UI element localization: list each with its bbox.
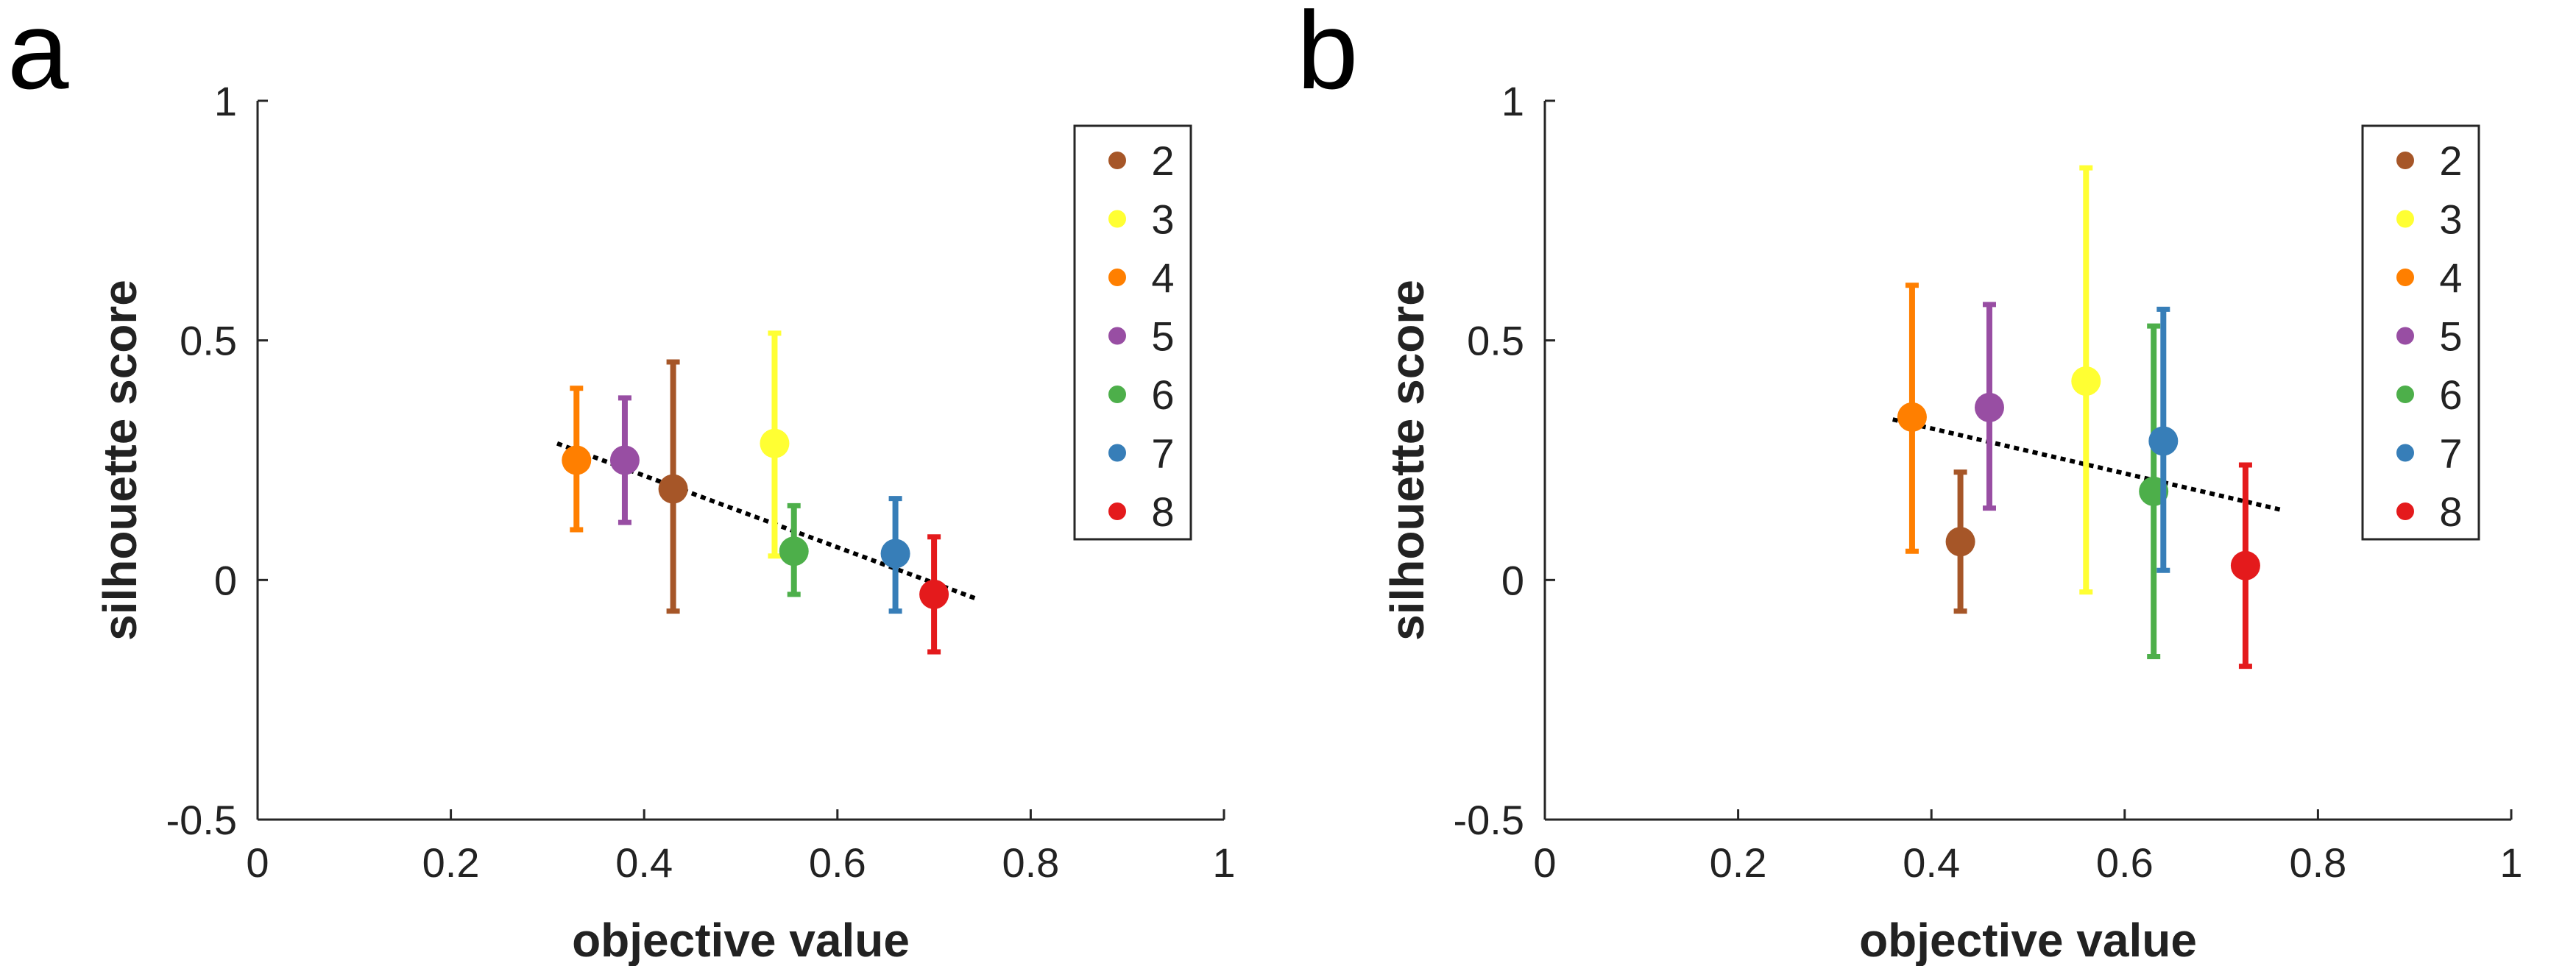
data-point	[880, 539, 910, 569]
legend-label: 4	[1151, 255, 1174, 301]
y-tick-label: -0.5	[1454, 797, 1525, 843]
legend: 2 3 4 5 6 7 8	[1073, 124, 1192, 541]
legend-label: 3	[2439, 196, 2462, 243]
x-tick-label: 0.8	[1002, 839, 1059, 886]
series-3	[2071, 165, 2101, 595]
legend: 2 3 4 5 6 7 8	[2361, 124, 2480, 541]
legend-marker	[2396, 269, 2414, 286]
series-8	[2230, 462, 2260, 670]
series-7	[880, 496, 910, 614]
data-point	[1897, 402, 1927, 432]
x-tick-label: 0.6	[2096, 839, 2154, 886]
data-point	[2230, 550, 2260, 580]
series-7	[2148, 306, 2179, 573]
legend-marker	[1108, 152, 1126, 169]
legend-box	[2361, 124, 2480, 541]
legend-marker	[1108, 386, 1126, 403]
legend-label: 5	[1151, 313, 1174, 360]
series-3	[760, 330, 790, 559]
legend-label: 2	[2439, 138, 2462, 184]
data-point	[919, 579, 949, 609]
legend-marker	[1108, 269, 1126, 286]
legend-label: 3	[1151, 196, 1174, 243]
series-2	[658, 359, 688, 614]
legend-label: 2	[1151, 138, 1174, 184]
x-tick-label: 0.6	[809, 839, 866, 886]
data-point	[1974, 392, 2004, 422]
series-4	[1897, 283, 1927, 554]
x-tick-label: 0	[246, 839, 269, 886]
series-8	[919, 534, 949, 655]
legend-marker	[2396, 444, 2414, 462]
x-tick-label: 1	[1212, 839, 1235, 886]
series-4	[562, 386, 592, 533]
data-point	[1945, 527, 1975, 557]
y-tick-label: -0.5	[166, 797, 238, 843]
panel-letter: a	[7, 0, 69, 112]
data-point	[779, 536, 809, 567]
x-axis-title: objective value	[572, 914, 910, 966]
trend-line	[556, 441, 979, 602]
legend-label: 8	[1151, 489, 1174, 535]
y-tick-label: 0.5	[1467, 318, 1524, 364]
x-tick-label: 0.8	[2289, 839, 2346, 886]
legend-label: 6	[2439, 372, 2462, 418]
legend-marker	[2396, 327, 2414, 345]
y-tick-label: 1	[214, 78, 237, 124]
panel-letter: b	[1297, 0, 1358, 112]
legend-marker	[1108, 210, 1126, 228]
y-axis-title: silhouette score	[93, 280, 146, 641]
y-tick-label: 0.5	[180, 318, 237, 364]
y-tick-label: 0	[1501, 557, 1524, 603]
data-point	[609, 445, 640, 475]
y-tick-label: 0	[214, 557, 237, 603]
legend-label: 7	[1151, 430, 1174, 477]
series-6	[779, 502, 809, 597]
legend-marker	[2396, 210, 2414, 228]
x-tick-label: 0.2	[1710, 839, 1767, 886]
data-point	[658, 474, 688, 504]
x-tick-label: 0	[1533, 839, 1556, 886]
y-tick-label: 1	[1501, 78, 1524, 124]
legend-marker	[2396, 386, 2414, 403]
x-tick-label: 0.2	[422, 839, 480, 886]
legend-marker	[2396, 502, 2414, 520]
series-5	[1974, 302, 2004, 511]
data-point	[562, 445, 592, 475]
legend-label: 4	[2439, 255, 2462, 301]
y-axis-title: silhouette score	[1381, 280, 1434, 641]
legend-label: 8	[2439, 489, 2462, 535]
data-point	[2148, 426, 2179, 456]
legend-box	[1073, 124, 1192, 541]
x-tick-label: 0.4	[615, 839, 673, 886]
data-point	[760, 428, 790, 458]
series-5	[609, 395, 640, 525]
x-axis-title: objective value	[1859, 914, 2197, 966]
legend-label: 5	[2439, 313, 2462, 360]
legend-label: 7	[2439, 430, 2462, 477]
x-tick-label: 1	[2499, 839, 2522, 886]
x-tick-label: 0.4	[1903, 839, 1960, 886]
legend-marker	[2396, 152, 2414, 169]
legend-label: 6	[1151, 372, 1174, 418]
data-point	[2071, 366, 2101, 397]
legend-marker	[1108, 327, 1126, 345]
legend-marker	[1108, 444, 1126, 462]
series-2	[1945, 469, 1975, 614]
legend-marker	[1108, 502, 1126, 520]
